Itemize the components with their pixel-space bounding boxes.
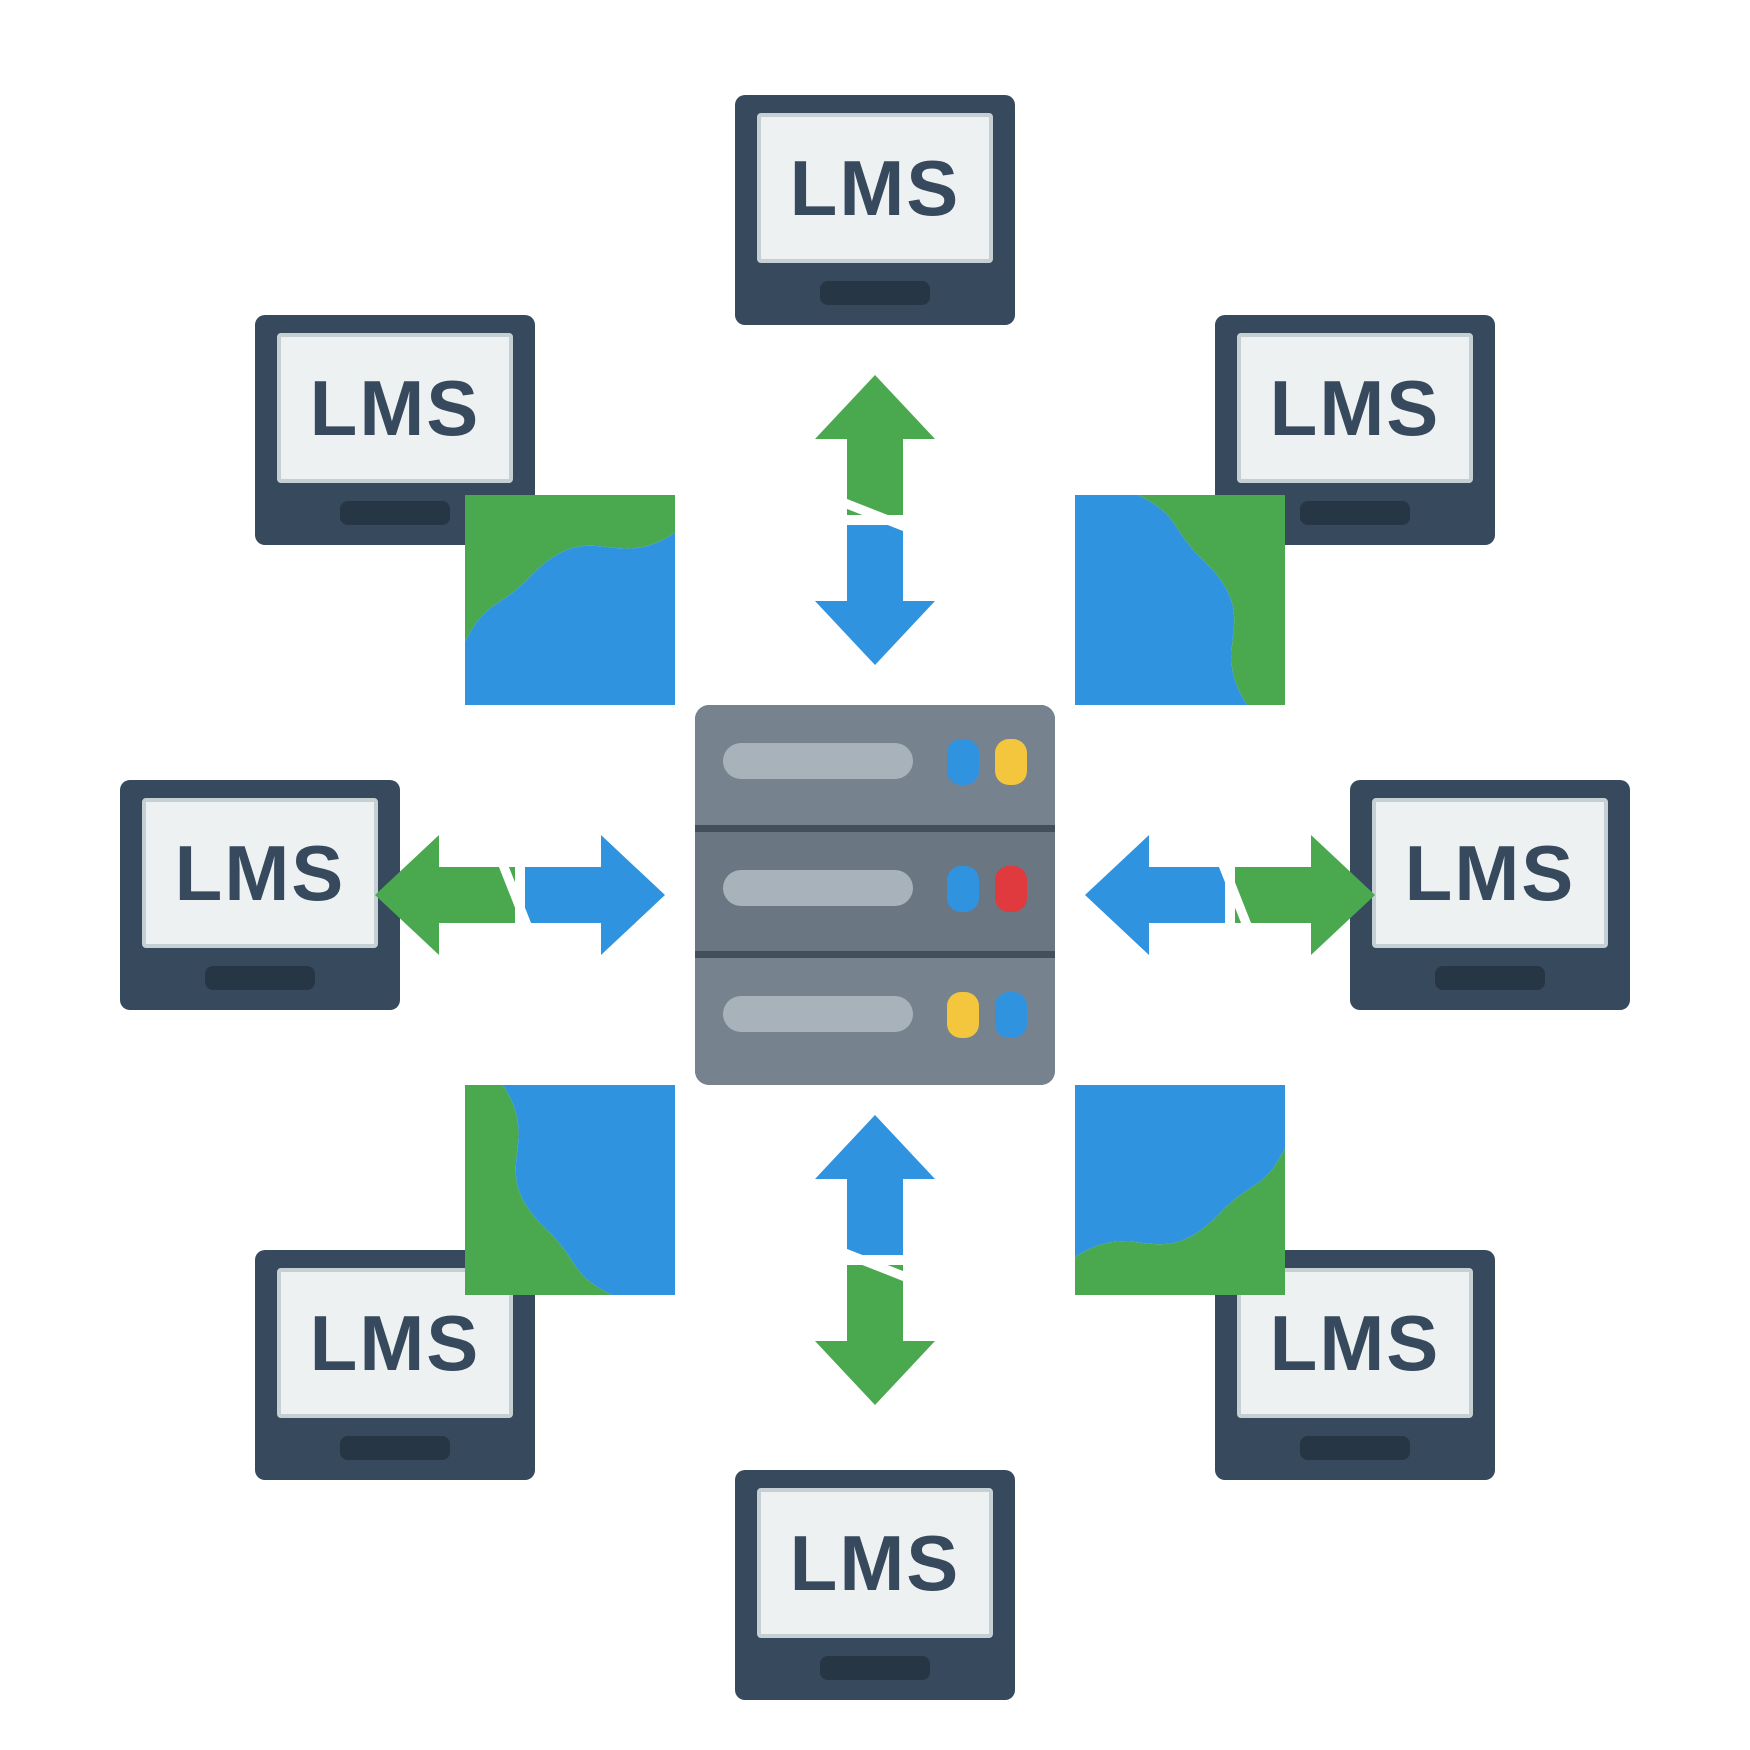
server-unit	[695, 705, 1055, 832]
sync-diagonal-icon	[1075, 1085, 1285, 1295]
server-led	[947, 866, 979, 912]
laptop-screen: LMS	[142, 798, 378, 948]
server-drive-bar	[723, 996, 913, 1032]
server-led	[995, 992, 1027, 1038]
lms-node-bottom: LMS	[735, 1470, 1015, 1700]
lms-node-left: LMS	[120, 780, 400, 1010]
laptop-screen: LMS	[757, 113, 993, 263]
lms-label: LMS	[1270, 363, 1441, 454]
server-led	[947, 739, 979, 785]
sync-arrows-icon	[785, 1115, 965, 1405]
sync-arrows-icon	[785, 375, 965, 665]
server-drive-bar	[723, 870, 913, 906]
server-drive-bar	[723, 743, 913, 779]
laptop-screen: LMS	[277, 333, 513, 483]
server-unit	[695, 832, 1055, 959]
laptop-slot	[205, 966, 315, 990]
sync-arrows-icon	[1085, 805, 1375, 985]
server-led	[947, 992, 979, 1038]
sync-diagonal-icon	[1075, 495, 1285, 705]
sync-diagonal-icon	[465, 495, 675, 705]
lms-label: LMS	[790, 1518, 961, 1609]
laptop-slot	[340, 501, 450, 525]
laptop-slot	[1435, 966, 1545, 990]
lms-label: LMS	[790, 143, 961, 234]
server-icon	[695, 705, 1055, 1085]
lms-label: LMS	[175, 828, 346, 919]
server-led	[995, 739, 1027, 785]
laptop-slot	[1300, 1436, 1410, 1460]
lms-label: LMS	[1405, 828, 1576, 919]
laptop-screen: LMS	[757, 1488, 993, 1638]
lms-label: LMS	[310, 363, 481, 454]
laptop-slot	[1300, 501, 1410, 525]
laptop-slot	[340, 1436, 450, 1460]
sync-diagonal-icon	[465, 1085, 675, 1295]
server-led	[995, 866, 1027, 912]
lms-node-right: LMS	[1350, 780, 1630, 1010]
diagram-canvas: LMS LMS LMS LMS LMS LMS LMS LMS	[0, 0, 1750, 1750]
laptop-screen: LMS	[1372, 798, 1608, 948]
server-unit	[695, 958, 1055, 1085]
laptop-slot	[820, 1656, 930, 1680]
lms-node-top: LMS	[735, 95, 1015, 325]
sync-arrows-icon	[375, 805, 665, 985]
laptop-screen: LMS	[1237, 333, 1473, 483]
lms-label: LMS	[310, 1298, 481, 1389]
lms-label: LMS	[1270, 1298, 1441, 1389]
laptop-slot	[820, 281, 930, 305]
